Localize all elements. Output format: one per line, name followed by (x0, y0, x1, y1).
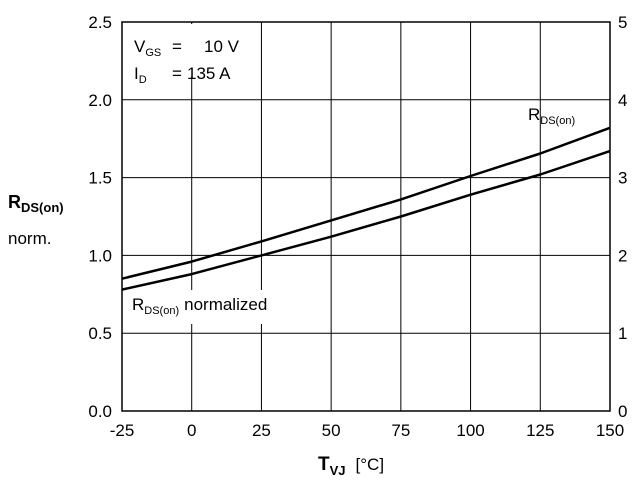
x-tick-label: 150 (596, 421, 624, 440)
conditions-box: VGS = 10 V ID = 135 A (123, 24, 259, 86)
tick-labels: -25 0 25 50 75 100 125 1500.00.51.01.52.02.5012… (88, 13, 627, 440)
plot-background (122, 22, 610, 411)
series-label-rdson-sub: DS(on) (540, 115, 575, 127)
condition-vgs-value: 10 V (204, 37, 240, 56)
condition-id-name: I (134, 64, 139, 83)
series-label-normalized-background (126, 290, 302, 324)
series-rdson-line (121, 126, 611, 280)
x-axis-label-sub: VJ (330, 463, 346, 478)
condition-id-eq: = (172, 64, 182, 83)
conditions-background (123, 24, 259, 76)
series-lines (121, 126, 611, 291)
series-rdson-normalized-line (121, 149, 611, 291)
x-axis-label: TVJ [°C] (318, 454, 384, 478)
series-label-normalized: RDS(on) normalized (132, 295, 267, 317)
grid (122, 22, 610, 411)
y2-tick-label: 4 (618, 91, 627, 110)
condition-vgs-eq: = (172, 37, 182, 56)
condition-id-sub: D (139, 74, 147, 86)
series-label-normalized-name: R (132, 295, 144, 314)
y-tick-label: 1.0 (88, 246, 112, 265)
y2-tick-label: 3 (618, 169, 627, 188)
condition-id-value: 135 A (187, 64, 231, 83)
y-axis-label-sub: DS(on) (21, 200, 64, 215)
y-axis-label-norm: norm. (8, 229, 51, 248)
x-tick-label: 25 (252, 421, 271, 440)
condition-id: ID = 135 A (134, 64, 231, 86)
x-tick-label: 50 (322, 421, 341, 440)
y-tick-label: 2.0 (88, 91, 112, 110)
x-tick-label: -25 (110, 421, 135, 440)
y2-tick-label: 5 (618, 13, 627, 32)
x-tick-label: 0 (187, 421, 196, 440)
y-axis-label-main: R (8, 192, 21, 212)
series-label-rdson: RDS(on) (528, 105, 575, 127)
y-axis-label: RDS(on) (8, 192, 64, 215)
x-axis-unit: [°C] (356, 455, 385, 474)
condition-vgs: VGS = 10 V (134, 37, 240, 59)
x-tick-label: 100 (456, 421, 484, 440)
y2-tick-label: 0 (618, 402, 627, 421)
x-tick-label: 75 (391, 421, 410, 440)
y-tick-label: 0.5 (88, 324, 112, 343)
y-tick-label: 0.0 (88, 402, 112, 421)
series-label-normalized-sub: DS(on) (144, 305, 179, 317)
plot-frame (121, 21, 611, 412)
y2-tick-label: 1 (618, 324, 627, 343)
series-label-rdson-name: R (528, 105, 540, 124)
x-tick-label: 125 (526, 421, 554, 440)
x-axis-label-main: T (318, 454, 330, 475)
y-tick-label: 2.5 (88, 13, 112, 32)
series-label-normalized-suffix: normalized (184, 295, 267, 314)
condition-vgs-name: V (134, 37, 146, 56)
y2-tick-label: 2 (618, 246, 627, 265)
y-tick-label: 1.5 (88, 169, 112, 188)
condition-vgs-sub: GS (145, 47, 161, 59)
